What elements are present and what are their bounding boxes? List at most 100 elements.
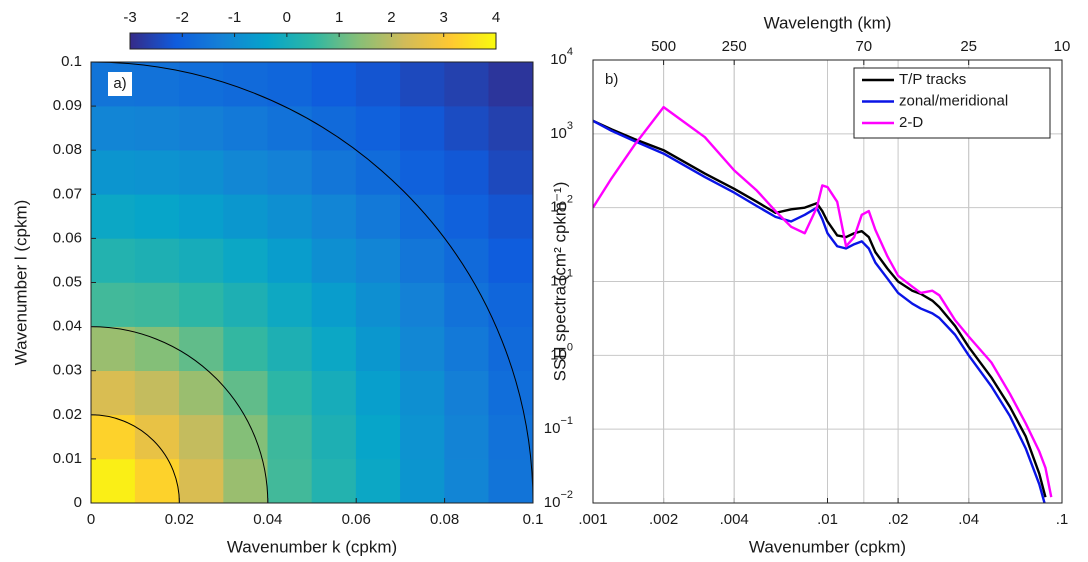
heat-cell [223, 326, 269, 372]
x2-tick-label: 250 [722, 38, 747, 55]
heat-cell [179, 326, 224, 372]
heat-cell [179, 458, 224, 504]
colorbar-tick-label: 3 [440, 9, 448, 26]
y-tick-base: 10 [550, 125, 567, 142]
heat-cell [311, 149, 357, 195]
heat-cell [267, 282, 313, 327]
heat-cell [179, 61, 224, 107]
heat-cell [355, 458, 401, 504]
colorbar-tick-label: 1 [335, 9, 343, 26]
heat-cell [134, 149, 180, 195]
heat-cell [400, 105, 445, 151]
heat-cell [355, 282, 401, 327]
x-tick-label: 0.02 [165, 511, 194, 528]
x-tick-label: .04 [958, 511, 979, 528]
contour-circle [90, 326, 269, 504]
y-tick-label: 0.08 [53, 141, 82, 158]
heat-cell [311, 326, 357, 372]
heat-cell [90, 458, 136, 504]
heat-cell [311, 194, 357, 239]
heat-cell [311, 61, 357, 107]
y-tick-base: 10 [550, 51, 567, 68]
y-tick-label: 104 [550, 46, 573, 68]
x-tick-label: 0.1 [523, 511, 544, 528]
y-tick-label: 0.01 [53, 450, 82, 467]
colorbar [129, 32, 497, 50]
colorbar-tick-label: -2 [176, 9, 189, 26]
heat-cell [179, 414, 224, 460]
heat-cell [134, 370, 180, 416]
heat-cell [223, 238, 269, 283]
heat-cell [90, 282, 136, 327]
y-tick-label: 10−2 [544, 489, 573, 511]
heat-cell [355, 414, 401, 460]
heat-cell [355, 149, 401, 195]
y-tick-exponent: 3 [567, 120, 573, 132]
heat-cell [444, 61, 490, 107]
colorbar-tick-label: -3 [123, 9, 136, 26]
heat-cell [488, 326, 534, 372]
heat-cell [400, 194, 445, 239]
series-line [593, 119, 1047, 498]
y-tick-label: 0.09 [53, 97, 82, 114]
heat-cell [444, 370, 490, 416]
heat-cell [179, 149, 224, 195]
heat-cell [223, 414, 269, 460]
heat-cell [267, 105, 313, 151]
colorbar-tick-label: -1 [228, 9, 241, 26]
heat-cell [444, 105, 490, 151]
heat-cell [179, 282, 224, 327]
colorbar-tick-label: 0 [283, 9, 291, 26]
heat-cell [267, 61, 313, 107]
heat-cell [90, 370, 136, 416]
heat-cell [134, 326, 180, 372]
heat-cell [488, 238, 534, 283]
legend-label: 2-D [899, 114, 923, 131]
heat-cell [267, 149, 313, 195]
heat-cell [355, 194, 401, 239]
heat-cell [267, 458, 313, 504]
heat-cell [488, 370, 534, 416]
heat-cell [400, 326, 445, 372]
x2-tick-label: 500 [651, 38, 676, 55]
heat-cell [267, 238, 313, 283]
y-tick-exponent: 0 [567, 341, 573, 353]
heat-cell [90, 326, 136, 372]
x2-tick-label: 10 [1054, 38, 1071, 55]
heat-cell [90, 194, 136, 239]
x-tick-label: .1 [1056, 511, 1069, 528]
x2-tick-label: 25 [960, 38, 977, 55]
heat-cell [488, 149, 534, 195]
x-tick-label: 0.04 [253, 511, 282, 528]
heat-cell [311, 105, 357, 151]
heat-cell [400, 61, 445, 107]
contour-circle [90, 61, 534, 504]
y-axis-title: SSH spectra (cm² cpkm⁻¹) [550, 182, 569, 382]
heat-cell [134, 458, 180, 504]
heat-cell [488, 414, 534, 460]
x-tick-label: .002 [649, 511, 678, 528]
heat-cell [311, 414, 357, 460]
heat-cell [400, 238, 445, 283]
y-axis-title: Wavenumber l (cpkm) [11, 200, 30, 366]
heat-cell [488, 194, 534, 239]
heat-cell [400, 149, 445, 195]
x2-tick-label: 70 [855, 38, 872, 55]
heat-cell [311, 282, 357, 327]
heat-cell [444, 326, 490, 372]
heat-cell [355, 326, 401, 372]
y-tick-label: 0.02 [53, 406, 82, 423]
heat-cell [400, 370, 445, 416]
x-axis-title: Wavenumber (cpkm) [749, 537, 906, 556]
heat-cell [444, 458, 490, 504]
heat-cell [267, 370, 313, 416]
x-tick-label: 0.08 [430, 511, 459, 528]
y-tick-base: 10 [544, 494, 561, 511]
heat-cell [90, 105, 136, 151]
y-tick-exponent: 4 [567, 46, 573, 58]
legend-label: zonal/meridional [899, 92, 1008, 109]
heat-cell [134, 105, 180, 151]
x-tick-label: .004 [720, 511, 749, 528]
heat-cell [444, 414, 490, 460]
y-tick-label: 0.1 [61, 53, 82, 70]
